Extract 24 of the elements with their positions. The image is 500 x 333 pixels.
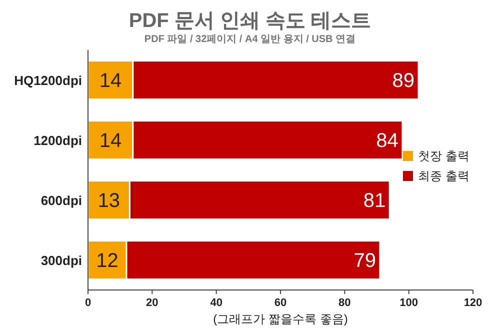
data-label: 84 [376,130,398,152]
data-label: 14 [99,130,122,152]
chart-title: PDF 문서 인쇄 속도 테스트 [128,10,372,32]
y-tick-label: HQ1200dpi [14,73,82,88]
data-label: 79 [354,250,376,272]
data-label: 81 [363,190,386,212]
x-axis-title: (그래프가 짧을수록 좋음) [213,312,348,326]
data-label: 89 [392,70,414,92]
x-tick-label: 0 [84,297,92,309]
y-tick-label: 300dpi [40,253,82,268]
data-label: 14 [99,70,122,92]
data-label: 12 [96,250,118,272]
x-tick-label: 60 [274,297,287,309]
x-tick-label: 120 [464,297,482,309]
x-tick-label: 100 [400,297,418,309]
legend-label: 최종 출력 [418,169,470,183]
x-tick-label: 40 [210,297,222,309]
y-tick-label: 1200dpi [34,133,82,148]
legend-label: 첫장 출력 [418,149,470,163]
chart-subtitle: PDF 파일 / 32페이지 / A4 일반 용지 / USB 연결 [144,34,356,45]
y-tick-label: 600dpi [40,193,82,208]
x-tick-label: 20 [146,297,158,309]
data-label: 13 [98,190,120,212]
x-tick-label: 80 [338,297,351,309]
